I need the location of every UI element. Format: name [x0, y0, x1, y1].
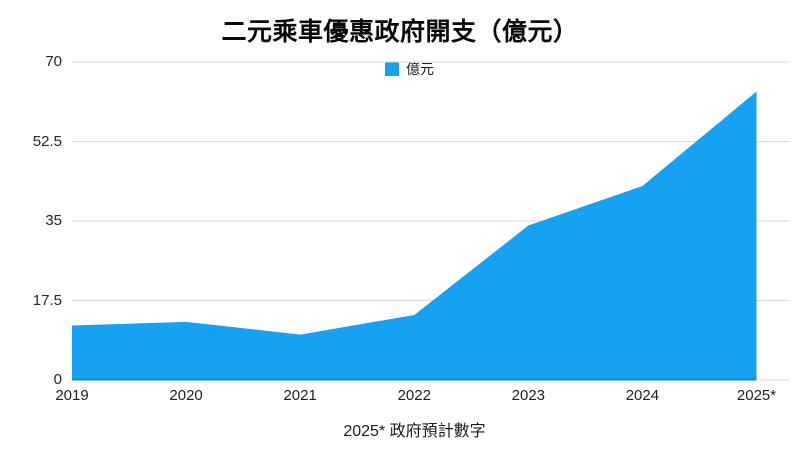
y-axis-tick-label: 17.5	[32, 291, 62, 309]
y-axis-tick-label: 52.5	[32, 132, 62, 150]
legend-label: 億元	[406, 61, 434, 77]
x-axis-tick-label: 2019	[55, 387, 89, 404]
x-axis-tick-label: 2020	[169, 387, 203, 404]
y-axis-tick-label: 70	[45, 53, 62, 70]
y-axis-tick-label: 35	[45, 212, 62, 229]
x-axis-tick-label: 2024	[625, 387, 660, 404]
footnote: 2025* 政府預計數字	[343, 423, 486, 440]
x-axis-tick-label: 2021	[283, 387, 317, 404]
y-axis-tick-label: 0	[53, 371, 62, 388]
x-axis-tick-label: 2023	[511, 387, 546, 404]
legend: 億元	[385, 62, 434, 76]
x-axis-tick-label: 2022	[397, 387, 431, 404]
legend-color-swatch	[385, 62, 399, 76]
chart-title: 二元乘車優惠政府開支（億元）	[221, 18, 579, 46]
area-series	[72, 91, 757, 381]
x-axis-tick-label: 2025*	[736, 387, 777, 404]
